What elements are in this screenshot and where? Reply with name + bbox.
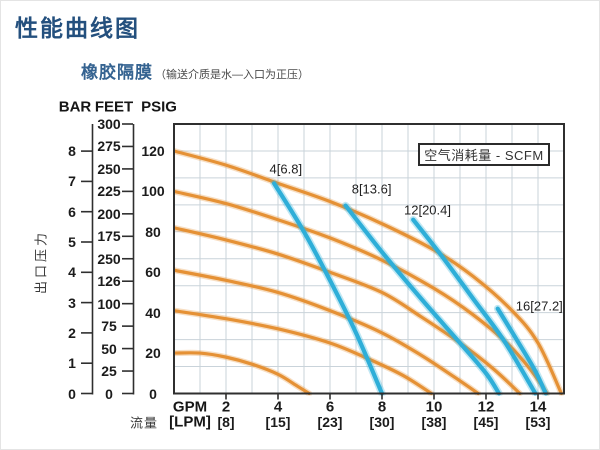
flow-curve-120-psig-air-inlet: [174, 149, 563, 396]
gpm-tick-label: 4: [273, 398, 283, 416]
feet-tick-label: 0: [105, 385, 113, 402]
chart-subtitle-row: 橡胶隔膜 （输送介质是水—入口为正压）: [81, 58, 309, 83]
feet-tick-label: 175: [97, 228, 121, 245]
scale-header-psig: PSIG: [141, 98, 177, 116]
feet-tick-label: 100: [97, 295, 121, 312]
psig-tick-label: 40: [145, 304, 161, 321]
gpm-tick-label: 14: [529, 398, 547, 416]
legend-air-consumption: 空气消耗量 - SCFM: [418, 143, 550, 166]
bar-tick-label: 5: [68, 234, 76, 250]
curve-label-4-scfm: 4[6.8]: [269, 161, 303, 177]
air-curve-12-scfm: [411, 217, 538, 396]
feet-tick-label: 25: [101, 363, 117, 380]
legend-text: 空气消耗量 - SCFM: [424, 148, 544, 163]
lpm-tick-label: [30]: [369, 414, 395, 430]
air-curve-16-scfm: [495, 306, 548, 396]
lpm-tick-label: [45]: [473, 414, 499, 430]
psig-tick-label: 20: [145, 345, 161, 362]
feet-tick-label: 50: [101, 340, 117, 357]
flow-curve-100-psig-air-inlet: [174, 189, 549, 396]
curve-label-8-scfm: 8[13.6]: [351, 181, 392, 197]
gpm-tick-label: 10: [425, 398, 443, 416]
psig-tick-label: 120: [141, 143, 165, 159]
x-axis-flow-label: 流量: [129, 415, 159, 431]
gpm-tick-label: 12: [477, 398, 495, 416]
x-axis-unit-gpm: GPM: [172, 398, 208, 416]
gpm-tick-label: 6: [325, 398, 335, 416]
feet-tick-label: 250: [97, 250, 121, 267]
flow-curve-40-psig-air-inlet: [174, 309, 433, 396]
psig-tick-label: 80: [145, 223, 161, 240]
flow-curve-halo-20-psig-air-inlet: [174, 349, 313, 396]
lpm-tick-label: [53]: [525, 414, 551, 430]
air-curve-4-scfm: [272, 181, 385, 396]
bar-tick-label: 4: [68, 264, 76, 281]
flow-curve-80-psig-air-inlet: [174, 226, 522, 396]
bar-tick-label: 6: [68, 203, 76, 220]
curve-label-16-scfm: 16[27.2]: [515, 298, 563, 314]
bar-tick-label: 8: [68, 143, 76, 160]
bar-tick-label: 7: [68, 173, 76, 190]
page-title: 性能曲线图: [15, 15, 140, 41]
flow-curve-60-psig-air-inlet: [174, 268, 480, 396]
bar-tick-label: 3: [68, 294, 76, 311]
lpm-tick-label: [38]: [421, 414, 447, 430]
x-axis-unit-lpm: [LPM]: [169, 413, 211, 431]
psig-tick-label: 100: [141, 183, 165, 200]
chart-subtitle: 橡胶隔膜: [81, 63, 153, 82]
lpm-tick-label: [8]: [217, 414, 235, 430]
plot-border: [173, 123, 565, 395]
feet-tick-label: 200: [97, 205, 121, 222]
flow-curve-20-psig-air-inlet: [174, 351, 311, 396]
curve-label-12-scfm: 12[20.4]: [404, 202, 451, 218]
bar-tick-label: 0: [68, 385, 76, 402]
chart-subtitle-note: （输送介质是水—入口为正压）: [155, 69, 309, 81]
feet-tick-label: 275: [97, 138, 121, 155]
psig-tick-label: 60: [145, 264, 161, 281]
lpm-tick-label: [23]: [317, 414, 343, 430]
scale-header-feet: FEET: [94, 98, 134, 116]
gpm-tick-label: 8: [377, 398, 387, 416]
bar-tick-label: 1: [68, 355, 76, 372]
feet-tick-label: 250: [97, 160, 121, 177]
gpm-tick-label: 2: [221, 398, 231, 416]
scale-header-bar: BAR: [58, 98, 92, 116]
psig-tick-label: 0: [149, 385, 157, 402]
bar-tick-label: 2: [68, 324, 76, 341]
feet-tick-label: 225: [97, 183, 121, 200]
air-curve-8-scfm: [343, 203, 502, 396]
feet-tick-label: 300: [97, 116, 121, 132]
feet-tick-label: 126: [97, 273, 121, 290]
lpm-tick-label: [15]: [265, 414, 291, 430]
feet-tick-label: 75: [101, 318, 117, 335]
